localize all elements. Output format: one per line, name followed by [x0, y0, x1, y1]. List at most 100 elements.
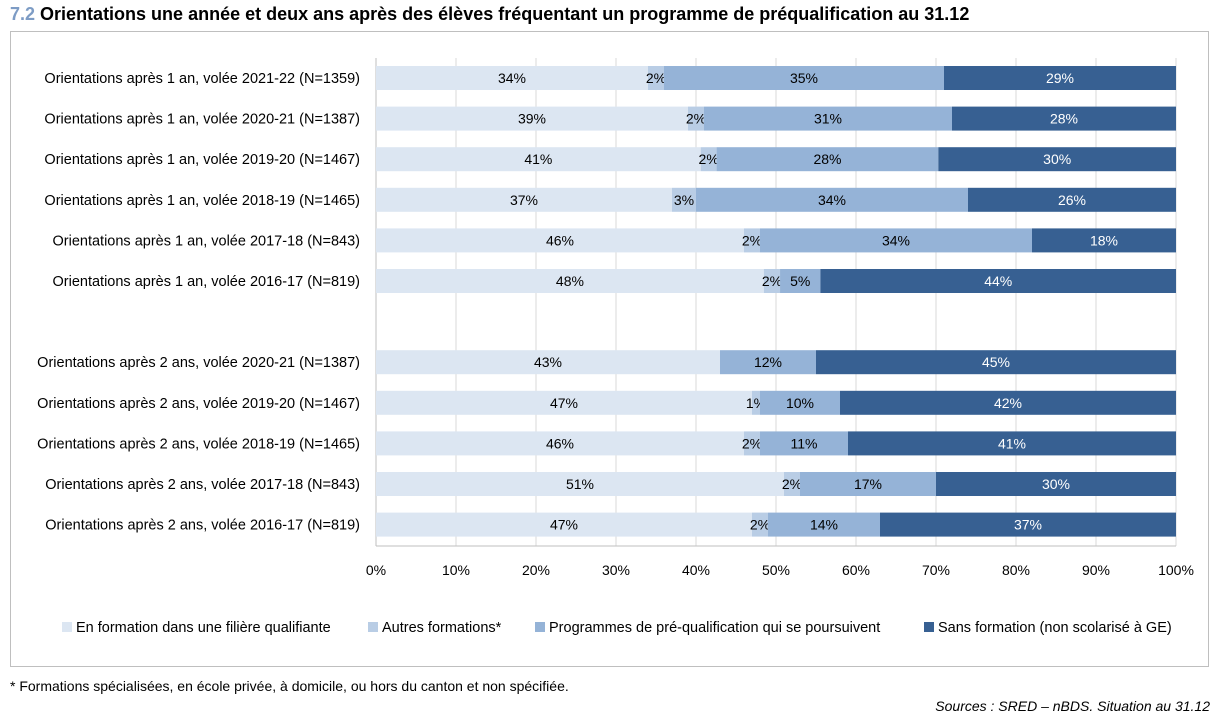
data-label: 11% — [791, 435, 818, 451]
bar-segment — [820, 269, 1176, 293]
bar-segment — [688, 106, 704, 131]
data-label: 51% — [566, 476, 594, 492]
category-label: Orientations après 1 an, volée 2019-20 (… — [44, 152, 360, 168]
category-label: Orientations après 1 an, volée 2020-21 (… — [44, 112, 360, 128]
data-label: 45% — [982, 354, 1010, 370]
data-label: 39% — [518, 111, 546, 127]
bar-segment — [936, 472, 1176, 496]
x-tick-label: 40% — [682, 562, 710, 578]
category-label: Orientations après 2 ans, volée 2017-18 … — [45, 477, 360, 493]
bar-segment — [664, 66, 944, 90]
bar-segment — [704, 106, 952, 131]
data-label: 30% — [1043, 151, 1071, 167]
data-label: 17% — [854, 476, 882, 492]
category-label: Orientations après 2 ans, volée 2020-21 … — [37, 355, 360, 371]
bar-segment — [720, 350, 816, 375]
source-note: Sources : SRED – nBDS. Situation au 31.1… — [935, 698, 1210, 714]
bar-segment — [752, 390, 760, 415]
bar-segment — [968, 187, 1176, 212]
x-tick-label: 10% — [442, 562, 470, 578]
bar-segment — [376, 106, 688, 131]
bars: 34% 2% 35% 29% 39% 2% 31% 28% 41% 2% 28% 30% 37% 3% 34… — [376, 66, 1176, 537]
bar-segment — [784, 472, 800, 496]
data-label: 2% — [699, 151, 719, 167]
bar-segment — [672, 187, 696, 212]
bar-segment — [760, 390, 840, 415]
data-label: 47% — [550, 517, 578, 533]
data-label: 30% — [1042, 476, 1070, 492]
data-label: 29% — [1046, 70, 1074, 86]
bar-segment — [760, 431, 848, 456]
chart-number: 7.2 — [10, 4, 36, 24]
data-label: 37% — [1014, 517, 1042, 533]
category-label: Orientations après 1 an, volée 2016-17 (… — [52, 274, 360, 290]
x-tick-label: 100% — [1158, 562, 1194, 578]
bar-segment — [744, 431, 760, 456]
x-tick-label: 50% — [762, 562, 790, 578]
data-label: 34% — [882, 232, 910, 248]
data-label: 37% — [510, 192, 538, 208]
data-label: 2% — [742, 232, 762, 248]
category-labels: Orientations après 1 an, volée 2021-22 (… — [37, 71, 360, 534]
legend-swatch — [924, 622, 934, 632]
bar-segment — [780, 269, 821, 293]
data-label: 44% — [984, 273, 1012, 289]
bar-segment — [938, 147, 1176, 172]
bar-segment — [716, 147, 939, 172]
bar-segment — [760, 228, 1032, 253]
legend-label: En formation dans une filière qualifiant… — [76, 620, 331, 636]
data-label: 34% — [818, 192, 846, 208]
data-label: 31% — [814, 111, 842, 127]
category-label: Orientations après 1 an, volée 2017-18 (… — [52, 233, 360, 249]
category-label: Orientations après 2 ans, volée 2019-20 … — [37, 396, 360, 412]
bar-segment — [800, 472, 936, 496]
bar-segment — [376, 147, 701, 172]
x-tick-label: 60% — [842, 562, 870, 578]
category-label: Orientations après 1 an, volée 2021-22 (… — [44, 71, 360, 87]
legend-swatch — [535, 622, 545, 632]
bar-segment — [376, 350, 720, 375]
legend: En formation dans une filière qualifiant… — [62, 620, 1172, 636]
x-tick-label: 80% — [1002, 562, 1030, 578]
bar-segment — [376, 390, 752, 415]
bar-segment — [376, 187, 672, 212]
data-label: 2% — [782, 476, 802, 492]
bar-segment — [376, 472, 784, 496]
bar-segment — [376, 512, 752, 537]
data-label: 2% — [686, 111, 706, 127]
data-label: 3% — [674, 192, 694, 208]
chart-title-text: Orientations une année et deux ans après… — [40, 4, 970, 24]
data-label: 46% — [546, 435, 574, 451]
bar-segment — [744, 228, 760, 253]
bar-segment — [376, 228, 744, 253]
data-label: 18% — [1090, 232, 1118, 248]
data-label: 46% — [546, 232, 574, 248]
bar-segment — [376, 269, 764, 293]
category-label: Orientations après 1 an, volée 2018-19 (… — [44, 193, 360, 209]
bar-segment — [1032, 228, 1176, 253]
data-label: 28% — [813, 151, 841, 167]
data-label: 48% — [556, 273, 584, 289]
legend-label: Programmes de pré-qualification qui se p… — [549, 620, 880, 636]
chart-frame — [10, 31, 1209, 667]
legend-label: Autres formations* — [382, 620, 502, 636]
data-label: 12% — [754, 354, 782, 370]
category-label: Orientations après 2 ans, volée 2016-17 … — [45, 518, 360, 534]
chart-title: 7.2 Orientations une année et deux ans a… — [10, 4, 969, 25]
bar-segment — [752, 512, 768, 537]
data-label: 41% — [524, 151, 552, 167]
data-label: 2% — [742, 435, 762, 451]
data-label: 41% — [998, 435, 1026, 451]
data-label: 43% — [534, 354, 562, 370]
x-tick-label: 0% — [366, 562, 386, 578]
data-label: 28% — [1050, 111, 1078, 127]
grid-lines — [375, 58, 1177, 547]
data-label: 47% — [550, 395, 578, 411]
x-tick-labels: 0% 10% 20% 30% 40% 50% 60% 70% 80% 90% 100% — [366, 562, 1194, 578]
bar-segment — [648, 66, 664, 90]
bar-segment — [840, 390, 1176, 415]
footnote: * Formations spécialisées, en école priv… — [10, 678, 569, 694]
bar-segment — [768, 512, 880, 537]
